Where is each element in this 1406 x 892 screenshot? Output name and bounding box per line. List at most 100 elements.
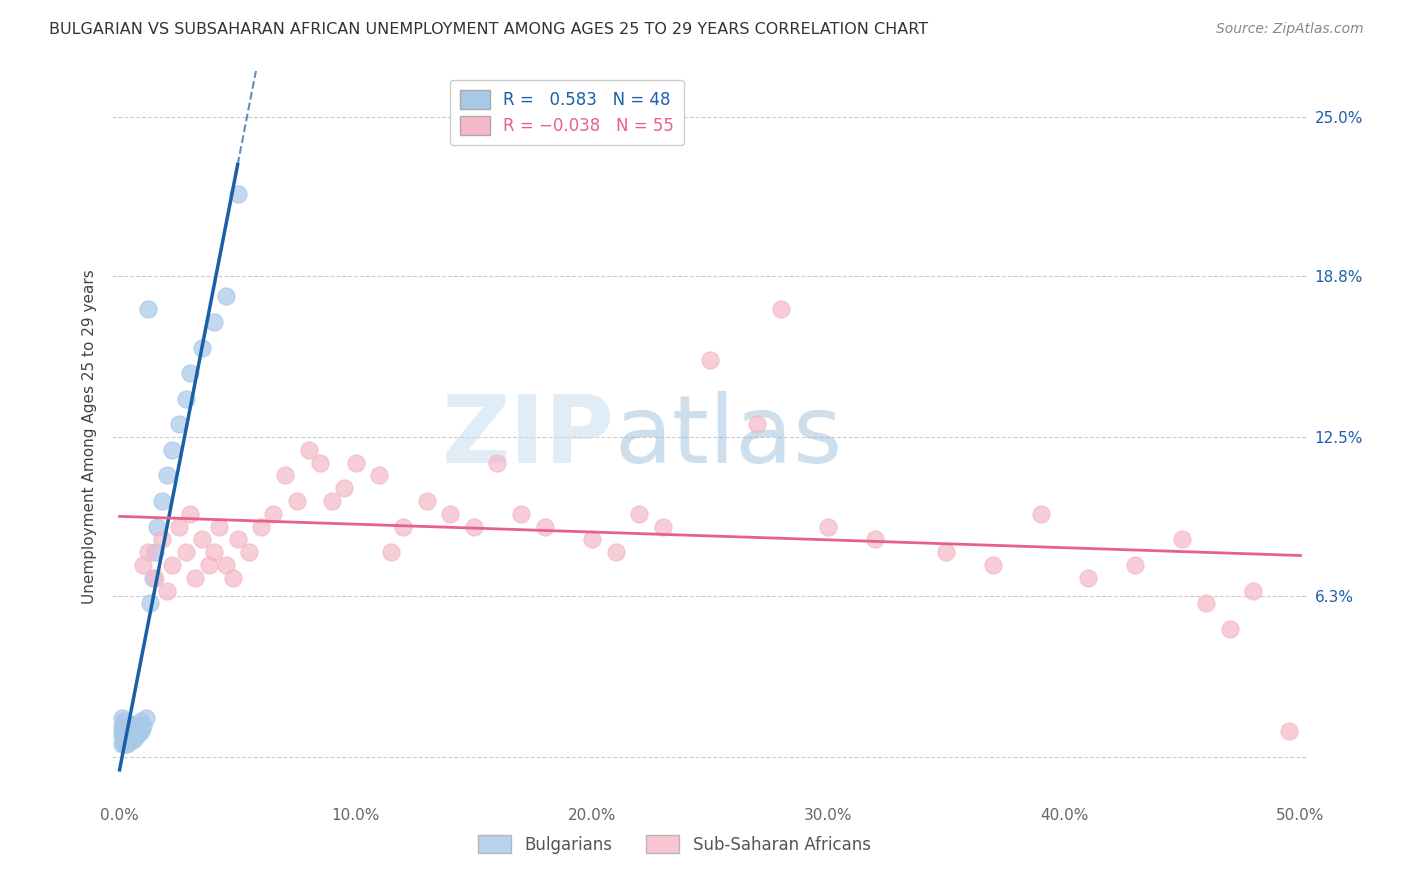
- Point: [321, 494, 343, 508]
- Point: [146, 519, 169, 533]
- Point: [150, 494, 173, 508]
- Point: [139, 596, 162, 610]
- Point: [309, 456, 332, 470]
- Point: [1077, 571, 1099, 585]
- Point: [463, 519, 485, 533]
- Point: [122, 727, 145, 741]
- Y-axis label: Unemployment Among Ages 25 to 29 years: Unemployment Among Ages 25 to 29 years: [82, 269, 97, 605]
- Point: [368, 468, 391, 483]
- Point: [115, 719, 138, 733]
- Point: [1171, 533, 1194, 547]
- Point: [160, 442, 183, 457]
- Point: [112, 731, 135, 746]
- Point: [226, 533, 249, 547]
- Text: BULGARIAN VS SUBSAHARAN AFRICAN UNEMPLOYMENT AMONG AGES 25 TO 29 YEARS CORRELATI: BULGARIAN VS SUBSAHARAN AFRICAN UNEMPLOY…: [49, 22, 928, 37]
- Point: [769, 302, 792, 317]
- Point: [120, 724, 142, 739]
- Point: [865, 533, 887, 547]
- Point: [486, 456, 509, 470]
- Point: [415, 494, 437, 508]
- Point: [127, 727, 149, 741]
- Point: [115, 731, 138, 746]
- Point: [135, 711, 157, 725]
- Point: [380, 545, 402, 559]
- Point: [112, 727, 135, 741]
- Point: [1029, 507, 1052, 521]
- Point: [167, 519, 190, 533]
- Point: [112, 714, 135, 728]
- Point: [699, 353, 721, 368]
- Point: [510, 507, 533, 521]
- Point: [129, 724, 152, 739]
- Point: [439, 507, 461, 521]
- Point: [179, 507, 201, 521]
- Point: [184, 571, 207, 585]
- Point: [226, 187, 249, 202]
- Point: [297, 442, 319, 457]
- Point: [115, 737, 138, 751]
- Point: [1241, 583, 1264, 598]
- Point: [118, 724, 141, 739]
- Point: [215, 558, 238, 572]
- Point: [167, 417, 190, 432]
- Point: [581, 533, 603, 547]
- Point: [533, 519, 555, 533]
- Point: [111, 719, 134, 733]
- Point: [122, 719, 145, 733]
- Text: ZIP: ZIP: [441, 391, 614, 483]
- Point: [111, 737, 134, 751]
- Point: [143, 545, 166, 559]
- Point: [191, 533, 214, 547]
- Point: [333, 481, 356, 495]
- Point: [118, 729, 141, 743]
- Point: [132, 719, 155, 733]
- Point: [156, 583, 179, 598]
- Point: [262, 507, 284, 521]
- Point: [191, 341, 214, 355]
- Point: [112, 722, 135, 736]
- Point: [208, 519, 231, 533]
- Point: [142, 571, 165, 585]
- Legend: Bulgarians, Sub-Saharan Africans: Bulgarians, Sub-Saharan Africans: [471, 829, 877, 860]
- Point: [274, 468, 297, 483]
- Point: [392, 519, 415, 533]
- Point: [120, 716, 142, 731]
- Point: [179, 366, 201, 380]
- Point: [215, 289, 238, 303]
- Point: [1123, 558, 1146, 572]
- Point: [160, 558, 183, 572]
- Point: [1278, 724, 1301, 739]
- Point: [202, 545, 225, 559]
- Point: [122, 731, 145, 746]
- Point: [111, 711, 134, 725]
- Point: [983, 558, 1005, 572]
- Point: [125, 729, 148, 743]
- Point: [115, 727, 138, 741]
- Point: [136, 302, 159, 317]
- Point: [118, 716, 141, 731]
- Point: [344, 456, 367, 470]
- Point: [120, 729, 142, 743]
- Point: [747, 417, 769, 432]
- Point: [118, 734, 141, 748]
- Point: [1195, 596, 1218, 610]
- Point: [156, 468, 179, 483]
- Point: [250, 519, 273, 533]
- Point: [605, 545, 627, 559]
- Point: [174, 392, 197, 406]
- Point: [125, 722, 148, 736]
- Point: [285, 494, 308, 508]
- Point: [817, 519, 839, 533]
- Point: [120, 734, 142, 748]
- Point: [132, 558, 155, 572]
- Point: [222, 571, 245, 585]
- Point: [198, 558, 221, 572]
- Point: [136, 545, 159, 559]
- Point: [174, 545, 197, 559]
- Point: [238, 545, 260, 559]
- Point: [651, 519, 673, 533]
- Point: [112, 737, 135, 751]
- Text: atlas: atlas: [614, 391, 842, 483]
- Text: Source: ZipAtlas.com: Source: ZipAtlas.com: [1216, 22, 1364, 37]
- Point: [202, 315, 225, 329]
